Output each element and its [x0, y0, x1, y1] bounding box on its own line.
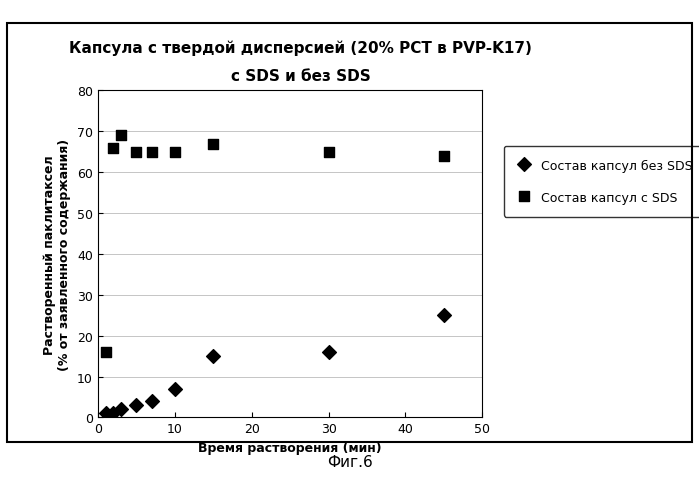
Состав капсул без SDS — [323, 348, 334, 356]
Состав капсул без SDS — [108, 409, 119, 417]
Состав капсул с SDS — [115, 132, 127, 140]
Состав капсул с SDS — [100, 348, 111, 356]
Состав капсул без SDS — [100, 409, 111, 417]
Состав капсул с SDS — [208, 141, 219, 148]
Состав капсул без SDS — [438, 312, 449, 320]
X-axis label: Время растворения (мин): Время растворения (мин) — [199, 441, 382, 454]
Text: с SDS и без SDS: с SDS и без SDS — [231, 69, 370, 84]
Text: Фиг.6: Фиг.6 — [326, 454, 373, 468]
Состав капсул без SDS — [131, 401, 142, 409]
Состав капсул с SDS — [108, 144, 119, 152]
Состав капсул с SDS — [146, 149, 157, 156]
Состав капсул без SDS — [115, 406, 127, 413]
Состав капсул без SDS — [208, 352, 219, 360]
Состав капсул с SDS — [438, 153, 449, 160]
Состав капсул с SDS — [169, 149, 180, 156]
Text: Капсула с твердой дисперсией (20% РСТ в PVP-K17): Капсула с твердой дисперсией (20% РСТ в … — [69, 40, 532, 56]
Состав капсул с SDS — [131, 149, 142, 156]
Состав капсул без SDS — [146, 397, 157, 405]
Legend: Состав капсул без SDS, Состав капсул с SDS: Состав капсул без SDS, Состав капсул с S… — [504, 146, 699, 217]
Состав капсул без SDS — [169, 385, 180, 393]
Y-axis label: Растворенный паклитаксел
(% от заявленного содержания): Растворенный паклитаксел (% от заявленно… — [43, 139, 71, 370]
Состав капсул с SDS — [323, 149, 334, 156]
